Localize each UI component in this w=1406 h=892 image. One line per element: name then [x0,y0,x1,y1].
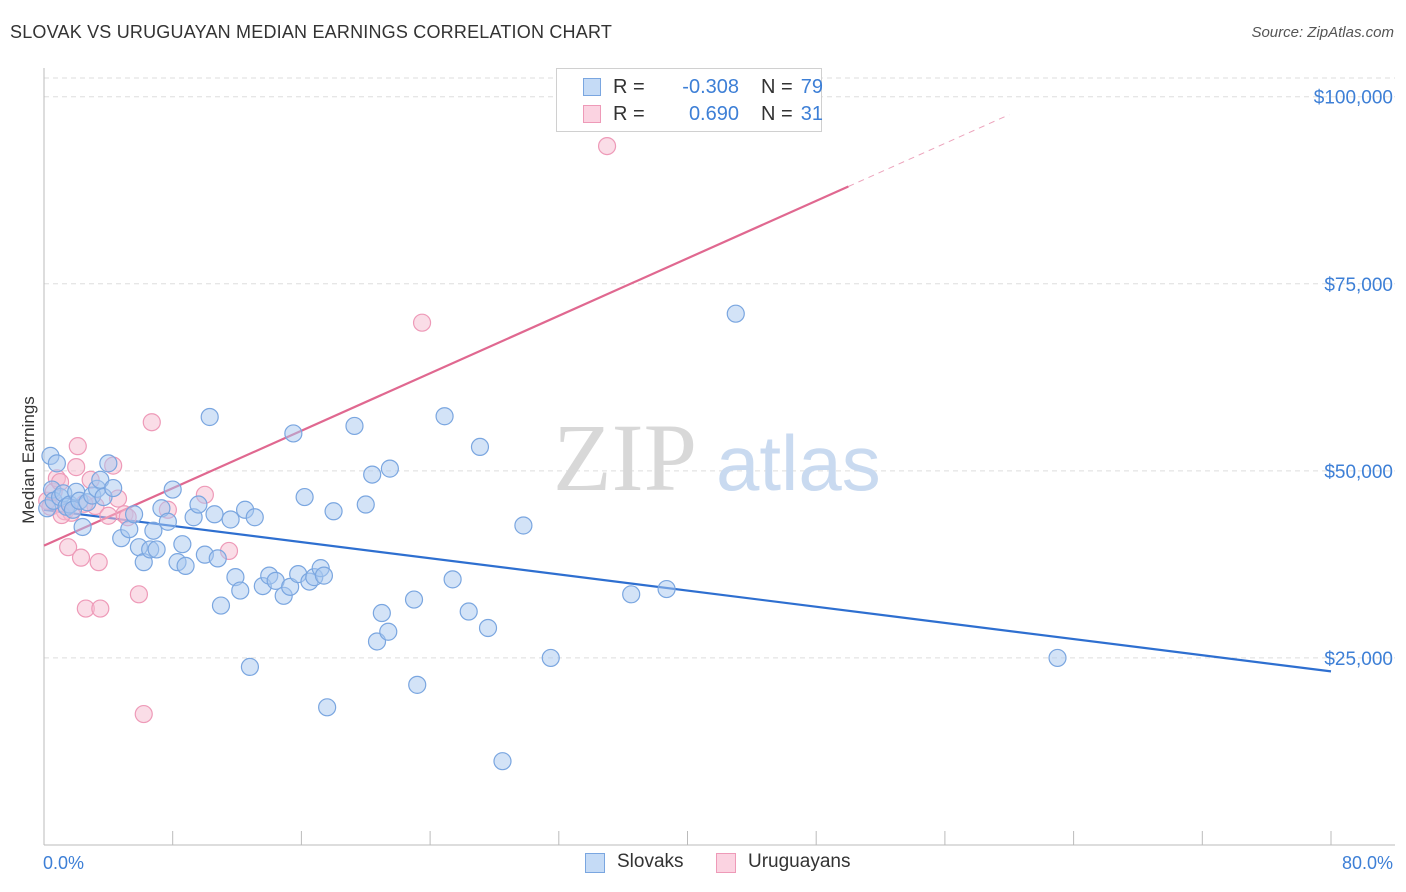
uruguayans-label: Uruguayans [748,851,851,872]
y-tick-label: $25,000 [1324,649,1393,670]
slovak-point [173,535,192,554]
slovak-point [99,454,118,473]
x-tick-label: 80.0% [1342,853,1393,873]
watermark-zip: ZIP [553,404,697,511]
slovak-point [47,454,66,473]
correlation-legend: R = -0.308 N = 79 R = 0.690 N = 31 [556,68,823,132]
y-tick-label: $100,000 [1314,88,1393,109]
x-tick-label: 0.0% [43,853,84,873]
slovak-point [459,602,478,621]
slovak-point [221,510,240,529]
slovak-point [295,487,314,507]
slovak-point [1048,648,1067,668]
slovak-point [104,478,123,498]
slovak-point [240,657,260,677]
legend-r-value: -0.308 [682,76,739,98]
legend-r-label: R = [613,76,645,98]
slovaks-trend-line [43,508,1332,673]
y-tick-label: $75,000 [1324,275,1393,296]
slovak-point [345,416,364,436]
slovak-point [514,516,533,535]
slovak-point [726,304,745,323]
uruguayans-trend-extension [848,114,1010,187]
slovak-point [245,508,264,527]
slovak-point [493,752,512,771]
legend-n-label: N = [761,103,793,125]
slovak-point [314,566,334,585]
uruguayan-point [67,458,86,477]
uruguayans-swatch [716,853,736,873]
slovak-point [657,579,676,599]
legend-n-value: 79 [800,76,823,98]
slovak-point [91,470,110,489]
slovak-point [158,512,177,531]
slovak-point [363,465,382,484]
slovak-point [380,459,399,478]
slovak-point [324,502,343,521]
slovaks-swatch [585,853,605,873]
watermark: ZIP atlas [553,404,881,511]
slovak-point [73,517,92,537]
tick-labels: $25,000 $50,000 $75,000 $100,000 0.0% 80.0% [43,88,1393,873]
slovak-point [211,596,231,615]
watermark-atlas: atlas [716,419,881,507]
slovak-point [200,407,219,427]
uruguayan-point [142,413,161,432]
uruguayan-point [412,313,432,332]
slovak-point [372,603,391,623]
slovak-point [379,622,398,641]
y-tick-label: $50,000 [1324,462,1393,483]
slovak-point [356,495,375,514]
gridlines [44,77,1395,659]
uruguayan-point [134,704,153,724]
slovak-point [176,556,195,575]
uruguayan-point [91,599,110,618]
slovak-point [408,675,427,694]
uruguayan-point [71,548,91,567]
slovak-point [470,437,490,457]
legend-swatch-blue [583,78,601,96]
legend-n-label: N = [761,76,793,98]
uruguayan-point [99,506,118,525]
slovak-point [284,424,303,443]
slovak-point [318,698,337,717]
legend-n-value: 31 [800,103,823,125]
slovak-point [541,648,560,668]
uruguayan-point [597,136,617,156]
legend-r-label: R = [613,103,645,125]
slovak-point [124,505,144,524]
chart-title: SLOVAK VS URUGUAYAN MEDIAN EARNINGS CORR… [10,22,613,42]
slovak-point [443,570,462,589]
slovak-point [404,590,424,609]
uruguayan-point [129,585,149,604]
slovak-point [189,495,208,514]
slovak-point [231,581,250,600]
slovaks-label: Slovaks [617,851,684,872]
slovak-point [478,618,498,638]
slovak-point [435,407,454,426]
slovak-point [208,549,227,568]
uruguayan-point [59,538,78,557]
legend-r-value: 0.690 [688,103,739,125]
uruguayan-point [89,553,108,572]
y-axis-label: Median Earnings [19,396,38,524]
uruguayan-point [68,437,87,456]
data-points [38,136,1067,771]
slovak-point [622,585,641,604]
slovak-point [147,540,166,559]
legend-swatch-pink [583,105,601,123]
slovak-point [144,521,163,540]
slovak-point [205,505,224,524]
slovak-point [163,480,182,499]
source-label: Source: ZipAtlas.com [1251,24,1394,41]
